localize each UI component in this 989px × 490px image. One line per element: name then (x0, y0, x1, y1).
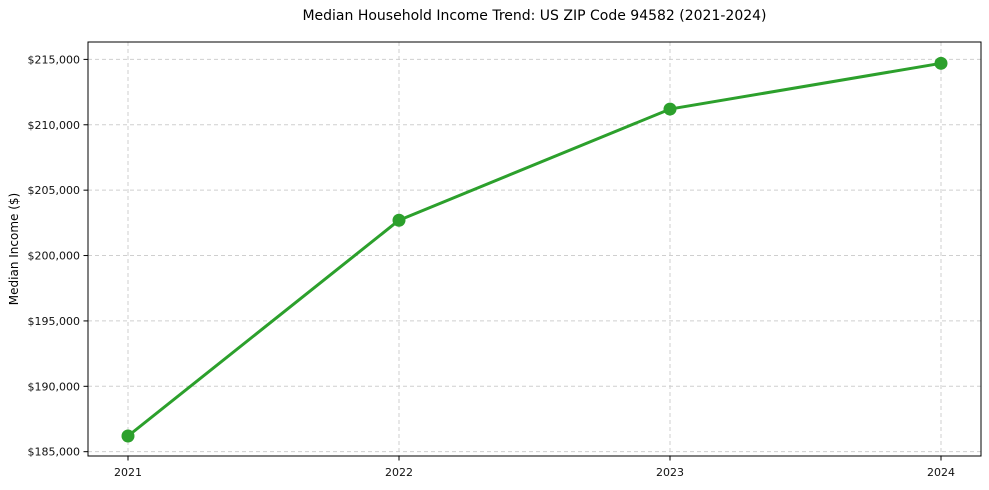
y-tick-label: $195,000 (28, 315, 81, 328)
x-tick-label: 2024 (927, 466, 955, 479)
data-point-2021 (121, 429, 135, 443)
x-tick-label: 2021 (114, 466, 142, 479)
chart-title: Median Household Income Trend: US ZIP Co… (302, 8, 767, 24)
data-point-2024 (934, 56, 948, 70)
y-tick-label: $215,000 (28, 53, 81, 66)
y-tick-label: $200,000 (28, 250, 81, 263)
y-tick-label: $190,000 (28, 380, 81, 393)
y-tick-label: $210,000 (28, 119, 81, 132)
x-tick-label: 2022 (385, 466, 413, 479)
trend-line (126, 61, 943, 438)
y-tick-label: $205,000 (28, 184, 81, 197)
plot-border (87, 41, 982, 457)
y-tick-label: $185,000 (28, 446, 81, 459)
data-point-2022 (392, 213, 406, 227)
data-point-2023 (663, 102, 677, 116)
x-tick-label: 2023 (656, 466, 684, 479)
